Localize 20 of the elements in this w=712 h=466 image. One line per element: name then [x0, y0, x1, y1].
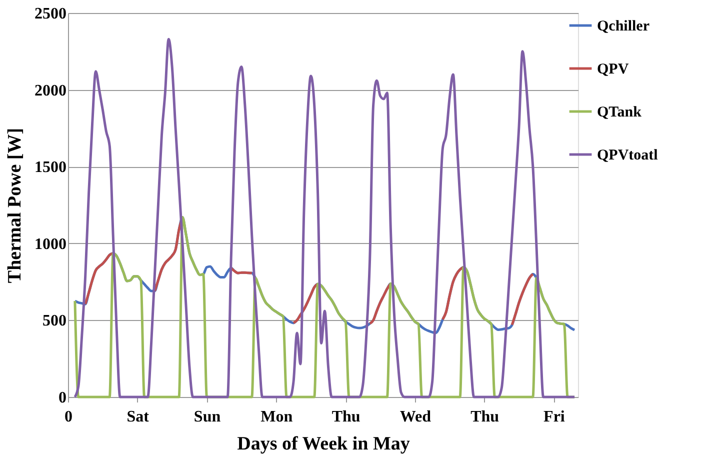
y-tick-label: 0 — [58, 390, 66, 406]
y-tick-label: 2500 — [34, 6, 66, 22]
x-tick-label: Mon — [260, 408, 293, 426]
legend-label: Qchiller — [597, 18, 650, 34]
x-tick-label: Wed — [400, 408, 432, 426]
x-axis-title: Days of Week in May — [237, 434, 410, 454]
x-tick-label: Thu — [332, 408, 360, 426]
legend-label: QPV — [597, 62, 629, 78]
y-axis-title: Thermal Powe [W] — [4, 128, 26, 284]
x-tick-label: Fri — [544, 408, 566, 426]
legend-label: QTank — [597, 104, 642, 120]
y-tick-label: 1500 — [34, 159, 66, 176]
line-series — [74, 38, 576, 398]
y-tick-label: 2000 — [34, 82, 66, 100]
x-tick-label: Sun — [194, 408, 221, 426]
x-tick-label: Thu — [470, 408, 500, 426]
legend-label: QPVtoatl — [597, 148, 658, 164]
y-tick-label: 1000 — [34, 236, 66, 253]
x-tick-label: Sat — [126, 408, 150, 426]
y-tick-label: 500 — [42, 312, 66, 330]
